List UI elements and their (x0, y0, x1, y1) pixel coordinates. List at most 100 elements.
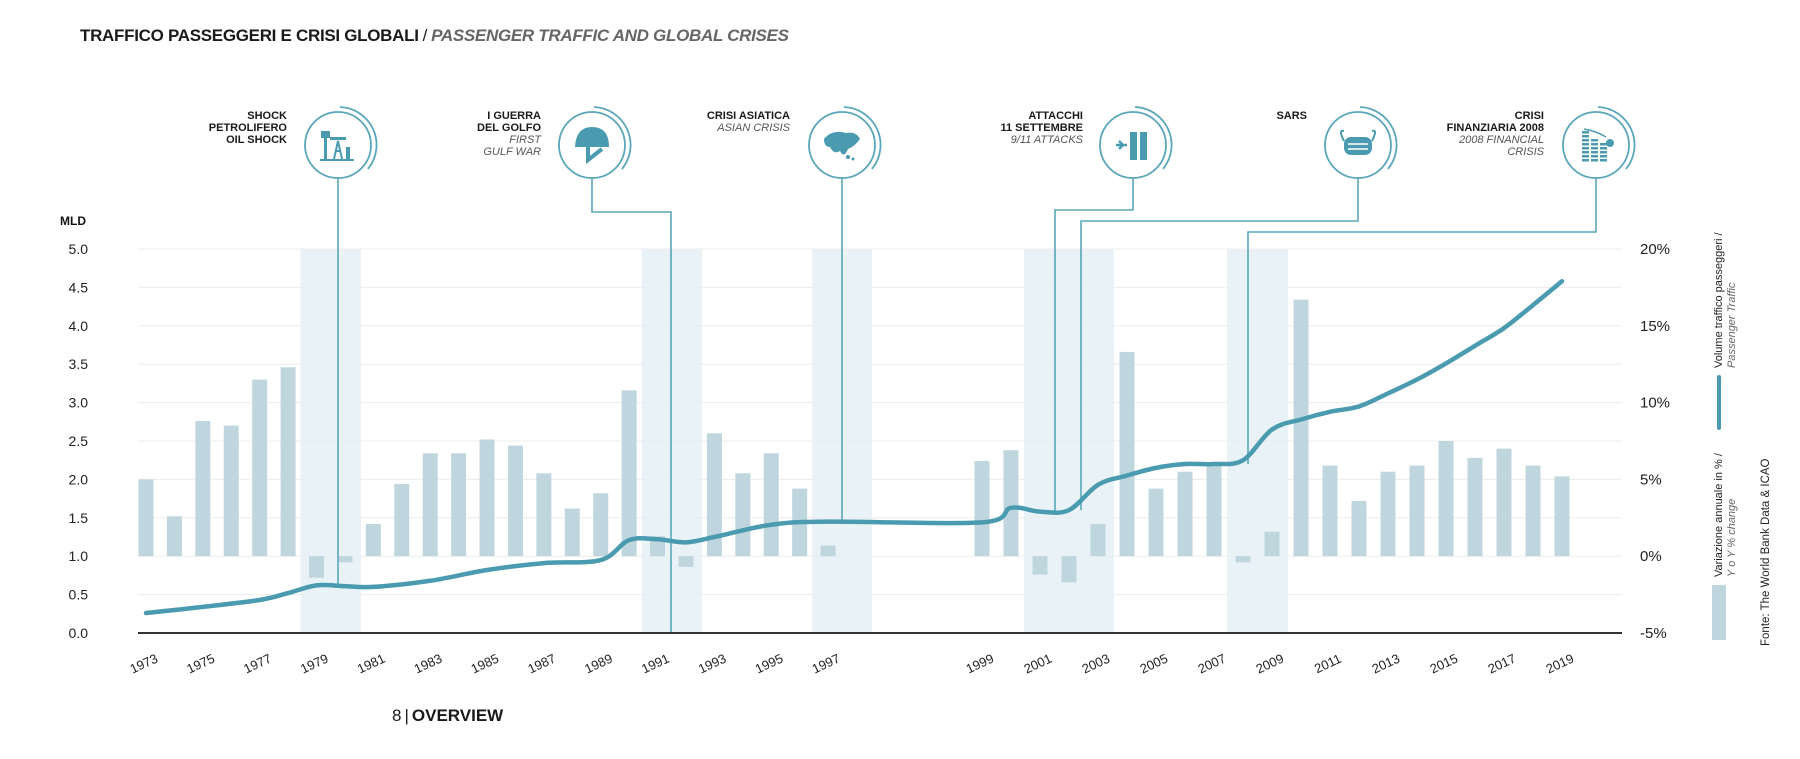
bar-1984 (451, 453, 467, 557)
x-tick-label: 1975 (184, 651, 217, 677)
footer-divider: | (404, 706, 409, 725)
crisis-label-oil-shock: SHOCK PETROLIFERO OIL SHOCK (209, 110, 287, 146)
x-tick-label: 1983 (412, 651, 445, 677)
bar-1995 (763, 453, 779, 557)
crisis-label-en: 2008 FINANCIAL (1459, 134, 1544, 146)
bar-2018 (1525, 465, 1541, 557)
x-tick-label: 1987 (525, 651, 558, 677)
chart-title: TRAFFICO PASSEGGERI E CRISI GLOBALI / PASS… (80, 26, 789, 46)
asia-landmass (824, 131, 860, 155)
x-tick-label: 1989 (582, 651, 615, 677)
bar-1999 (974, 460, 990, 557)
coin-stack-0 (1582, 131, 1589, 134)
helmet-dome (575, 127, 609, 147)
coin (1606, 139, 1614, 147)
crisis-label-sept-11: ATTACCHI 11 SETTEMBRE 9/11 ATTACKS (1000, 110, 1083, 146)
face-mask-icon (1340, 129, 1376, 155)
right-tick-label: 20% (1640, 241, 1670, 258)
coin-stack-0 (1582, 147, 1589, 150)
x-tick-label: 1979 (298, 651, 331, 677)
bar-1993 (706, 433, 722, 557)
bar-1973 (138, 479, 154, 557)
legend-line-en: Passenger Traffic (1726, 282, 1738, 368)
left-tick-label: 2.0 (69, 471, 89, 487)
x-tick-label: 2013 (1370, 651, 1403, 677)
bar-1985 (479, 439, 495, 557)
bar-2012 (1351, 500, 1367, 557)
falling-coins-icon (1582, 128, 1614, 162)
title-italian: TRAFFICO PASSEGGERI E CRISI GLOBALI (80, 26, 419, 45)
bar-1986 (507, 445, 523, 557)
asia-map-badge (808, 106, 882, 179)
oil-derrick-badge (304, 106, 378, 179)
x-tick-label: 1991 (639, 651, 672, 677)
tower-south (1140, 132, 1147, 160)
left-tick-label: 0.0 (69, 625, 89, 641)
x-tick-label: 2011 (1312, 651, 1344, 676)
bar-1979 (309, 556, 325, 578)
page-footer: 8 | OVERVIEW (392, 706, 503, 726)
bar-1983 (422, 453, 438, 557)
bar-1990 (621, 390, 637, 557)
icon-outer-arc (843, 106, 882, 170)
face-mask-badge (1324, 106, 1398, 179)
connector-sept-11 (1054, 178, 1134, 511)
coin-stack-1 (1591, 151, 1598, 154)
x-tick-label: 1993 (696, 651, 729, 677)
crisis-label-financial-crisis: CRISI FINANZIARIA 2008 2008 FINANCIAL CRISI… (1447, 110, 1544, 158)
right-tick-label: 10% (1640, 395, 1670, 412)
bar-2005 (1148, 488, 1164, 557)
connector-sars (1080, 178, 1359, 510)
bar-2010 (1293, 299, 1309, 557)
bar-2006 (1177, 471, 1193, 557)
helmet-icon (575, 127, 609, 165)
icon-outer-arc (593, 106, 632, 170)
left-tick-label: 4.0 (69, 318, 89, 334)
bar-2011 (1322, 465, 1338, 557)
bar-1978 (280, 367, 296, 557)
bar-2013 (1380, 471, 1396, 557)
coin-stack-1 (1591, 159, 1598, 162)
x-tick-label: 2019 (1544, 651, 1577, 677)
left-tick-label: 5.0 (69, 241, 89, 257)
x-tick-label: 1995 (753, 651, 786, 677)
mask-straps (1340, 129, 1376, 142)
right-tick-label: -5% (1640, 625, 1667, 642)
coin-stack-0 (1582, 143, 1589, 146)
legend-bar-it: Variazione annuale in % / (1713, 453, 1725, 577)
right-tick-label: 5% (1640, 471, 1662, 488)
coin-stack-2 (1600, 155, 1607, 158)
x-tick-label: 2007 (1196, 651, 1229, 677)
bar-1981 (365, 523, 381, 557)
crisis-label-en: CRISIS (1507, 146, 1544, 158)
crisis-label-en: GULF WAR (483, 146, 541, 158)
left-tick-label: 1.5 (69, 510, 89, 526)
right-tick-label: 15% (1640, 318, 1670, 335)
bar-1988 (564, 508, 580, 557)
coin-stack-2 (1600, 151, 1607, 154)
x-tick-label: 1981 (355, 651, 388, 677)
bar-2014 (1409, 465, 1425, 557)
bar-1994 (735, 473, 751, 557)
bar-series (138, 299, 1570, 583)
crisis-label-gulf-war: I GUERRA DEL GOLFO FIRST GULF WAR (477, 110, 541, 158)
crisis-label-it: CRISI ASIATICA (706, 110, 790, 122)
crisis-label-it: 11 SETTEMBRE (1000, 122, 1083, 134)
crisis-label-it: SHOCK (247, 110, 287, 122)
bar-1977 (252, 379, 268, 557)
asia-island (846, 155, 850, 159)
helmet-strap (586, 147, 604, 165)
derrick-tower (333, 140, 343, 160)
line-series (143, 279, 1565, 616)
trend-arrow (1583, 128, 1607, 138)
left-tick-label: 2.5 (69, 433, 89, 449)
asia-island (851, 157, 855, 161)
left-tick-label: 1.0 (69, 548, 89, 564)
left-tick-label: 3.0 (69, 395, 89, 411)
crisis-connectors (337, 178, 1597, 633)
x-tick-label: 2017 (1486, 651, 1519, 677)
bar-2000 (1003, 450, 1019, 557)
bar-1975 (195, 421, 211, 557)
title-english: PASSENGER TRAFFIC AND GLOBAL CRISES (431, 26, 789, 45)
